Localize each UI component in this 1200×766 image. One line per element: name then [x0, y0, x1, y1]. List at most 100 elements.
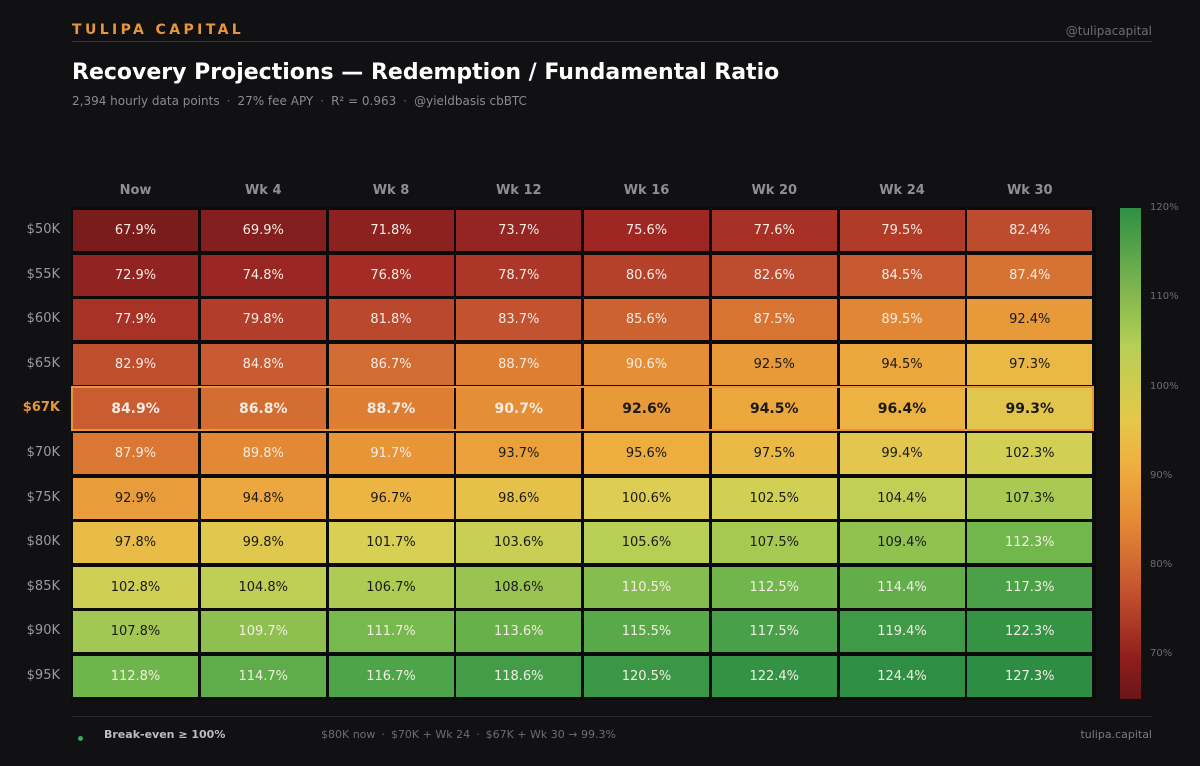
- heatmap-cell: 80.6%: [584, 254, 709, 296]
- heatmap-cell: 91.7%: [328, 433, 454, 474]
- heatmap-cell: 88.7%: [456, 343, 582, 385]
- heatmap-cell: 92.6%: [584, 388, 709, 430]
- heatmap-cell: 105.6%: [584, 522, 709, 564]
- heatmap-cell: 86.7%: [328, 343, 454, 385]
- row-label: $75K: [26, 489, 60, 505]
- heatmap-cell: 107.8%: [73, 611, 198, 653]
- heatmap-cell: 99.8%: [200, 522, 326, 564]
- row-label: $55K: [26, 266, 60, 282]
- column-header: Now: [119, 183, 152, 198]
- heatmap-cell: 82.6%: [711, 254, 837, 296]
- heatmap-cell: 102.8%: [73, 566, 198, 608]
- column-header: Wk 16: [623, 183, 670, 198]
- subtitle-separator: ·: [320, 94, 325, 108]
- subtitle-r-squared: R² = 0.963: [331, 94, 397, 108]
- heatmap-cell: 76.8%: [328, 254, 454, 296]
- heatmap-cell: 118.6%: [456, 656, 582, 697]
- heatmap-cell: 104.8%: [200, 566, 326, 608]
- heatmap-cell: 75.6%: [584, 210, 709, 251]
- heatmap-cell: 86.8%: [200, 388, 326, 430]
- heatmap-cell: 67.9%: [73, 210, 198, 251]
- heatmap-cell: 85.6%: [584, 299, 709, 341]
- column-header: Wk 4: [244, 183, 282, 198]
- heatmap-cell: 93.7%: [456, 433, 582, 474]
- subtitle-separator: ·: [226, 94, 231, 108]
- heatmap-cell: 101.7%: [328, 522, 454, 564]
- heatmap-cell: 84.5%: [839, 254, 965, 296]
- heatmap-cell: 112.5%: [711, 566, 837, 608]
- heatmap-cell: 108.6%: [456, 566, 582, 608]
- subtitle-separator: ·: [403, 94, 408, 108]
- header-divider: [72, 41, 1152, 42]
- heatmap-cell: 115.5%: [584, 611, 709, 653]
- row-label: $50K: [26, 222, 60, 237]
- heatmap-cell: 117.3%: [967, 566, 1093, 608]
- heatmap-cell: 119.4%: [839, 611, 965, 653]
- heatmap-cell: 69.9%: [200, 210, 326, 251]
- heatmap-cell: 94.5%: [839, 343, 965, 385]
- colorbar-tick-label: 90%: [1150, 469, 1173, 481]
- heatmap-cell: 79.5%: [839, 210, 965, 251]
- row-label: $60K: [26, 311, 60, 327]
- heatmap-cell: 117.5%: [711, 611, 837, 653]
- brand-wordmark: TULIPA CAPITAL: [72, 22, 245, 38]
- footnote-item: $67K + Wk 30 → 99.3%: [485, 728, 616, 741]
- footnote-item: $80K now: [321, 728, 376, 741]
- heatmap-cell: 94.5%: [711, 388, 837, 430]
- column-header: Wk 8: [372, 183, 410, 198]
- row-label: $67K: [22, 400, 60, 416]
- footer-divider: [72, 716, 1152, 717]
- heatmap-cell: 77.9%: [73, 299, 198, 341]
- heatmap-cell: 109.4%: [839, 522, 965, 564]
- heatmap-cell: 87.4%: [967, 254, 1093, 296]
- heatmap-cell: 81.8%: [328, 299, 454, 341]
- heatmap-cell: 96.7%: [328, 477, 454, 519]
- heatmap-cell: 98.6%: [456, 477, 582, 519]
- heatmap-cell: 92.5%: [711, 343, 837, 385]
- heatmap-cell: 122.3%: [967, 611, 1093, 653]
- heatmap-cell: 82.4%: [967, 210, 1093, 251]
- footnote-separator: ·: [381, 728, 385, 741]
- heatmap-cell: 112.3%: [967, 522, 1093, 564]
- heatmap-cell: 112.8%: [73, 656, 198, 697]
- chart-subtitle: 2,394 hourly data points · 27% fee APY · R² …: [72, 94, 527, 108]
- heatmap-cell: 92.4%: [967, 299, 1093, 341]
- colorbar-tick-label: 110%: [1150, 291, 1179, 303]
- social-handle[interactable]: @tulipacapital: [1065, 24, 1152, 38]
- heatmap-cell: 113.6%: [456, 611, 582, 653]
- heatmap-cell: 90.7%: [456, 388, 582, 430]
- heatmap-cell: 114.7%: [200, 656, 326, 697]
- subtitle-datapoints: 2,394 hourly data points: [72, 94, 220, 108]
- colorbar-tick-label: 120%: [1150, 202, 1179, 213]
- heatmap-cell: 94.8%: [200, 477, 326, 519]
- heatmap-cell: 122.4%: [711, 656, 837, 697]
- break-even-legend: Break-even ≥ 100%: [104, 728, 226, 741]
- heatmap-cell: 88.7%: [328, 388, 454, 430]
- heatmap-cell: 114.4%: [839, 566, 965, 608]
- colorbar-tick-label: 100%: [1150, 380, 1179, 392]
- heatmap-cell: 97.8%: [73, 522, 198, 564]
- site-link[interactable]: tulipa.capital: [1080, 728, 1152, 741]
- heatmap-cell: 109.7%: [200, 611, 326, 653]
- heatmap-cell: 110.5%: [584, 566, 709, 608]
- heatmap-cell: 95.6%: [584, 433, 709, 474]
- heatmap-cell: 78.7%: [456, 254, 582, 296]
- footnote-item: $70K + Wk 24: [390, 728, 471, 741]
- heatmap-cell: 73.7%: [456, 210, 582, 251]
- heatmap-cell: 89.8%: [200, 433, 326, 474]
- heatmap-cell: 90.6%: [584, 343, 709, 385]
- heatmap-cell: 103.6%: [456, 522, 582, 564]
- heatmap-cell: 99.4%: [839, 433, 965, 474]
- heatmap-cell: 97.5%: [711, 433, 837, 474]
- row-label: $90K: [26, 623, 60, 639]
- heatmap-cell: 111.7%: [328, 611, 454, 653]
- heatmap-cell: 104.4%: [839, 477, 965, 519]
- heatmap-cell: 120.5%: [584, 656, 709, 697]
- heatmap-cell: 72.9%: [73, 254, 198, 296]
- row-label: $85K: [26, 578, 60, 594]
- heatmap-cell: 84.9%: [73, 388, 198, 430]
- column-header: Wk 30: [1006, 183, 1053, 198]
- heatmap-cell: 106.7%: [328, 566, 454, 608]
- heatmap-cell: 107.3%: [967, 477, 1093, 519]
- row-label: $95K: [26, 668, 60, 683]
